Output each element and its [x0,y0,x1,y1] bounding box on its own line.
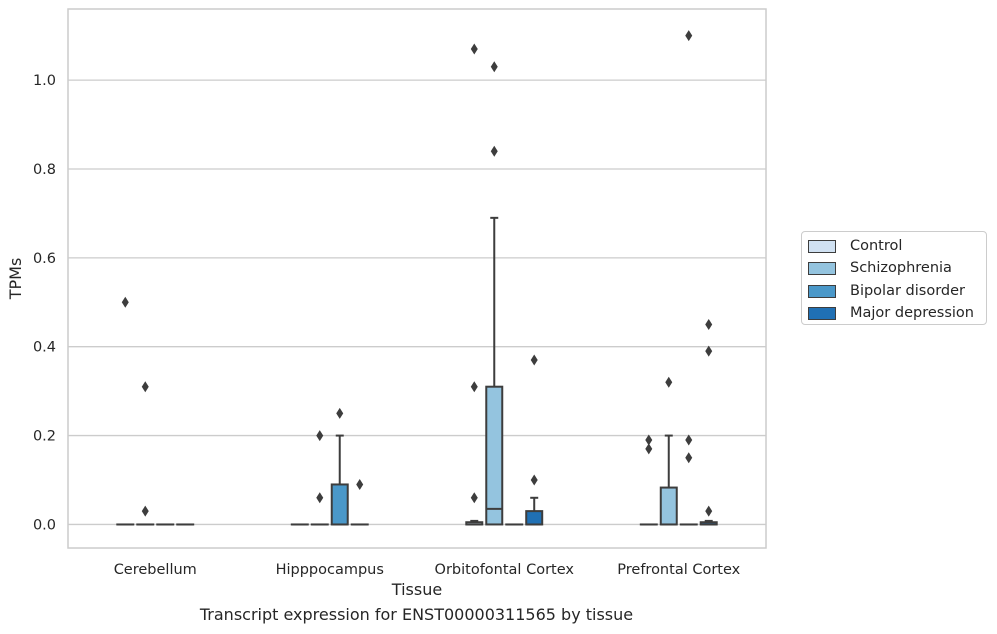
box-rect [659,486,678,526]
y-axis-label: TPMs [6,258,25,301]
x-axis-label: Tissue [391,580,442,599]
legend-swatch-major-depression [808,306,836,320]
outlier-point [530,474,538,486]
tick-labels: 0.0 0.2 0.4 0.6 0.8 1.0 Cerebellum Hipppocampus… [33,73,741,578]
box-rect [330,483,349,526]
legend-item-control: Control [808,237,902,255]
y-tick-label: 0.2 [33,429,56,445]
y-tick-label: 0.4 [33,340,56,356]
legend-swatch-control [808,239,836,253]
y-tick-label: 1.0 [33,73,56,89]
box-group [679,30,698,526]
outlier-point [121,296,129,308]
outlier-point [645,434,653,446]
box-group [485,61,504,526]
outlier-point [685,452,693,464]
box-group [659,376,678,526]
legend-item-bipolar-disorder: Bipolar disorder [808,282,965,300]
legend-label-control: Control [850,238,903,254]
outlier-point [470,381,478,393]
legend-swatch-bipolar-disorder [808,284,836,298]
x-tick-label: Prefrontal Cortex [617,562,740,578]
box-group [330,407,349,526]
box-group [116,296,135,526]
box-rect [485,385,504,526]
legend-item-major-depression: Major depression [808,304,974,322]
box-group [699,318,718,526]
box-group [639,434,658,526]
x-tick-label: Cerebellum [114,562,197,578]
outlier-point [490,145,498,157]
outlier-point [141,381,149,393]
outlier-point [645,443,653,455]
plot-frame [67,8,767,549]
box-group [310,430,329,526]
x-tick-label: Orbitofontal Cortex [435,562,575,578]
outlier-point [470,492,478,504]
box-group [350,478,369,526]
legend-label-major-depression: Major depression [850,305,974,321]
box-group [525,354,544,526]
box-rect [525,510,544,526]
y-tick-label: 0.6 [33,251,56,267]
outlier-point [356,478,364,490]
outlier-point [316,430,324,442]
outlier-point [470,43,478,55]
outlier-point [705,505,713,517]
outlier-point [141,505,149,517]
outlier-point [685,434,693,446]
y-tick-label: 0.0 [33,517,56,533]
box-layer [116,30,718,526]
legend: Control Schizophrenia Bipolar disorder M… [801,231,987,325]
legend-label-bipolar-disorder: Bipolar disorder [850,283,965,299]
legend-swatch-schizophrenia [808,261,836,275]
box-group [136,381,155,526]
outlier-point [316,492,324,504]
outlier-point [705,318,713,330]
outlier-point [665,376,673,388]
outlier-point [705,345,713,357]
legend-label-schizophrenia: Schizophrenia [850,260,952,276]
outlier-point [685,30,693,42]
outlier-point [490,61,498,73]
y-tick-label: 0.8 [33,162,56,178]
legend-item-schizophrenia: Schizophrenia [808,259,952,277]
outlier-point [336,407,344,419]
outlier-point [530,354,538,366]
grid-lines [68,79,766,526]
chart-caption: Transcript expression for ENST0000031156… [199,605,634,624]
box-group [465,43,484,526]
x-tick-label: Hipppocampus [276,562,384,578]
